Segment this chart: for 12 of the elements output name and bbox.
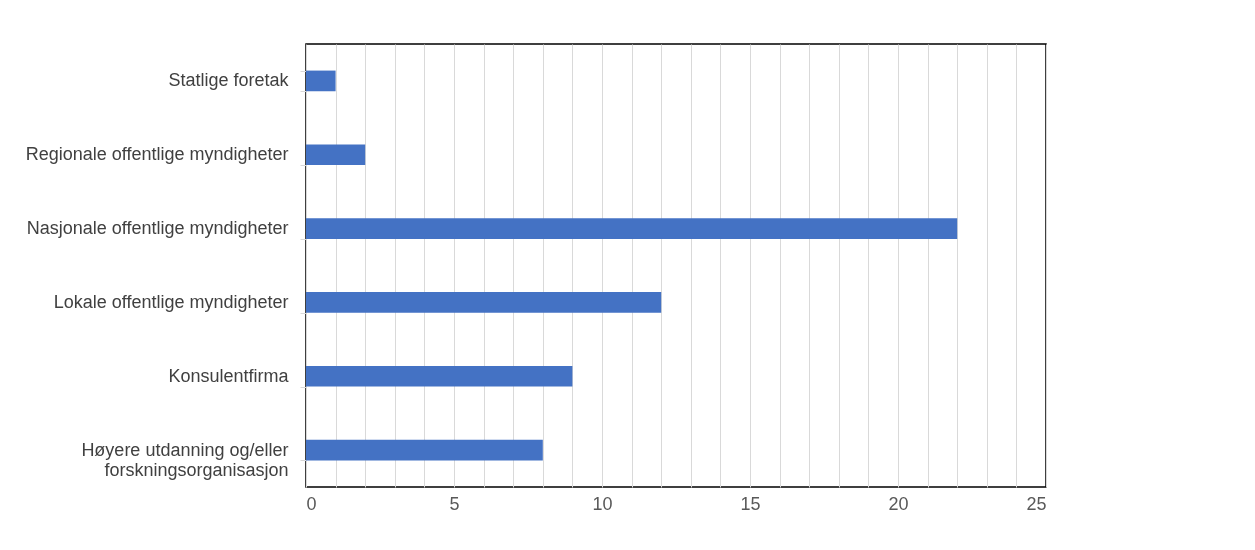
x-tick-label: 25 (1026, 493, 1047, 514)
y-tick-label: Lokale offentlige myndigheter (53, 291, 289, 312)
x-tick-label: 15 (740, 493, 761, 514)
y-tick-label: Regionale offentlige myndigheter (25, 144, 289, 165)
x-tick-label: 0 (306, 493, 317, 514)
y-tick-label: Høyere utdanning og/eller forskningsorganisasjon (81, 439, 289, 480)
y-tick-label: Nasjonale offentlige myndigheter (26, 218, 289, 239)
y-tick-label: Statlige foretak (168, 70, 290, 91)
x-tick-label: 10 (592, 493, 613, 514)
y-tick-label: Konsulentfirma (168, 365, 290, 386)
x-tick-label: 20 (888, 493, 909, 514)
x-tick-label: 5 (449, 493, 460, 514)
